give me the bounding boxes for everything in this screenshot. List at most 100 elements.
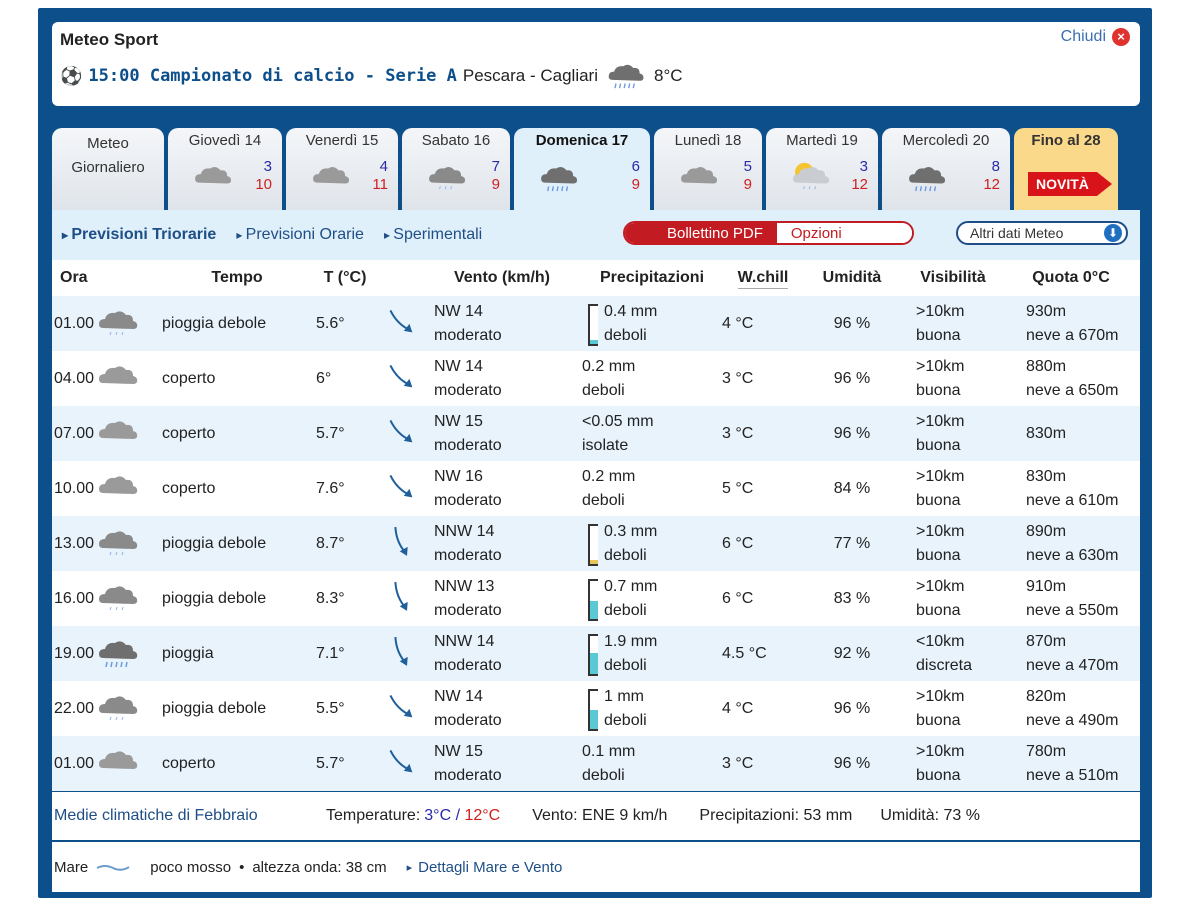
humidity: 83 %	[833, 589, 871, 607]
tab-sabato-16[interactable]: Sabato 16 7 9	[402, 128, 510, 210]
tab-label: Meteo Giornaliero	[71, 135, 145, 176]
bollettino-pdf-button[interactable]: Bollettino PDF	[625, 223, 777, 243]
precipitation-description: deboli	[604, 656, 647, 674]
humidity: 77 %	[833, 534, 871, 552]
time: 19.00	[54, 644, 95, 662]
wind-speed: NW 14	[434, 687, 483, 705]
table-row: 01.00 coperto 5.7° NW 15 moderato 0.1 mm debol…	[52, 736, 1140, 791]
precipitation-cell: 0.2 mm deboli	[582, 355, 722, 403]
tab-min-temp: 4	[379, 158, 388, 175]
wind-speed: NNW 13	[434, 577, 495, 595]
precipitation-fill	[590, 601, 598, 619]
freezing-level-cell: 830m neve a 610m	[1006, 465, 1136, 513]
humidity: 96 %	[833, 314, 871, 332]
table-row: 07.00 coperto 5.7° NW 15 moderato <0.05 mm iso…	[52, 406, 1140, 461]
climate-sep: /	[451, 807, 465, 824]
table-row: 13.00 pioggia debole 8.7° NNW 14 moderato 0.3…	[52, 516, 1140, 571]
visibility-description: buona	[916, 491, 961, 509]
wind-speed: NW 16	[434, 467, 483, 485]
tab-max-temp: 9	[631, 176, 640, 193]
visibility: >10km	[916, 302, 965, 320]
freezing-level-cell: 910m neve a 550m	[1006, 575, 1136, 623]
freezing-level: 830m	[1026, 467, 1067, 485]
visibility-cell: >10km buona	[900, 410, 1006, 458]
time: 01.00	[54, 314, 95, 332]
wind-cell: NW 16 moderato	[422, 465, 582, 513]
tab-domenica-17[interactable]: Domenica 17 6 9	[514, 128, 650, 210]
cloud-icon	[676, 160, 722, 196]
tab-max-temp: 11	[372, 176, 388, 193]
rain-light-icon	[94, 304, 142, 343]
cloud-icon	[308, 160, 354, 196]
time-cell: 10.00	[52, 469, 162, 508]
tab-label: Mercoledì 20	[902, 132, 990, 149]
snow-level: neve a 670m	[1026, 326, 1119, 344]
opzioni-button[interactable]: Opzioni	[776, 223, 912, 243]
forecast-table: Ora Tempo T (°C) Vento (km/h) Precipitazioni…	[52, 260, 1140, 791]
precipitation-description: deboli	[604, 601, 647, 619]
tab-max-temp: 10	[255, 176, 272, 193]
wave-height: altezza onda: 38 cm	[252, 858, 387, 876]
visibility-cell: >10km buona	[900, 465, 1006, 513]
tab-venerdì-15[interactable]: Venerdì 15 4 11	[286, 128, 398, 210]
match-header: Meteo Sport ⚽ 15:00 Campionato di calcio…	[52, 22, 1140, 106]
link-sperimentali[interactable]: Sperimentali	[384, 226, 482, 244]
sub-navigation: Previsioni Triorarie Previsioni Orarie S…	[52, 210, 1140, 260]
sea-state: poco mosso	[150, 858, 232, 876]
visibility-cell: >10km buona	[900, 575, 1006, 623]
tab-martedì-19[interactable]: Martedì 19 3 12	[766, 128, 878, 210]
tab-meteo-giornaliero[interactable]: Meteo Giornaliero	[52, 128, 164, 210]
tab-mercoledì-20[interactable]: Mercoledì 20 8 12	[882, 128, 1010, 210]
precipitation-bar	[588, 578, 598, 621]
visibility-description: buona	[916, 326, 961, 344]
time: 07.00	[54, 424, 95, 442]
precipitation-cell: 0.7 mm deboli	[582, 575, 722, 623]
climate-tmin: 3°C	[424, 807, 452, 824]
rain-light-icon	[94, 524, 142, 563]
rain-icon	[904, 160, 950, 196]
snow-level: neve a 650m	[1026, 381, 1119, 399]
tab-lunedì-18[interactable]: Lunedì 18 5 9	[654, 128, 762, 210]
link-previsioni-orarie[interactable]: Previsioni Orarie	[236, 226, 364, 244]
table-row: 01.00 pioggia debole 5.6° NW 14 moderato 0.4 …	[52, 296, 1140, 351]
wchill-header[interactable]: W.chill	[737, 268, 789, 289]
temperature: 6°	[316, 369, 332, 387]
close-button[interactable]: Chiudi ×	[1061, 28, 1130, 46]
visibility: >10km	[916, 577, 965, 595]
table-row: 04.00 coperto 6° NW 14 moderato 0.2 mm deboli 3…	[52, 351, 1140, 406]
time: 04.00	[54, 369, 95, 387]
wind-arrow-icon	[378, 413, 422, 454]
link-previsioni-triorarie[interactable]: Previsioni Triorarie	[62, 226, 216, 244]
humidity: 84 %	[833, 479, 871, 497]
snow-level: neve a 630m	[1026, 546, 1119, 564]
visibility-description: buona	[916, 711, 961, 729]
precipitation-description: deboli	[604, 546, 647, 564]
climate-humidity: Umidità: 73 %	[880, 807, 980, 824]
tab-giovedì-14[interactable]: Giovedì 14 3 10	[168, 128, 282, 210]
tab-fino-al-28[interactable]: Fino al 28 NOVITÀ	[1014, 128, 1118, 210]
precipitation-amount: 0.1 mm	[582, 742, 636, 760]
wind-speed: NW 14	[434, 302, 483, 320]
visibility-description: buona	[916, 546, 961, 564]
precipitation-bar	[588, 633, 598, 676]
cloud-icon	[94, 359, 142, 398]
wind-chill: 6 °C	[722, 589, 754, 607]
rain-light-icon	[94, 689, 142, 728]
column-header: Quota 0°C	[1032, 269, 1110, 286]
precipitation-amount: 1 mm	[604, 687, 644, 705]
precipitation-description: deboli	[582, 766, 625, 784]
precipitation-fill	[590, 709, 598, 729]
wind-chill: 5 °C	[722, 479, 754, 497]
altri-dati-meteo-dropdown[interactable]: Altri dati Meteo ⬇	[956, 221, 1128, 245]
precipitation-cell: 1 mm deboli	[582, 685, 722, 733]
precipitation-cell: 1.9 mm deboli	[582, 630, 722, 678]
time-cell: 07.00	[52, 414, 162, 453]
visibility-description: buona	[916, 766, 961, 784]
sea-details-link[interactable]: Dettagli Mare e Vento	[418, 858, 563, 876]
wind-description: moderato	[434, 601, 502, 619]
tab-max-temp: 12	[983, 176, 1000, 193]
climate-wind: Vento: ENE 9 km/h	[532, 807, 668, 824]
column-header: Ora	[60, 269, 88, 286]
precipitation-fill	[590, 560, 598, 564]
visibility: >10km	[916, 412, 965, 430]
